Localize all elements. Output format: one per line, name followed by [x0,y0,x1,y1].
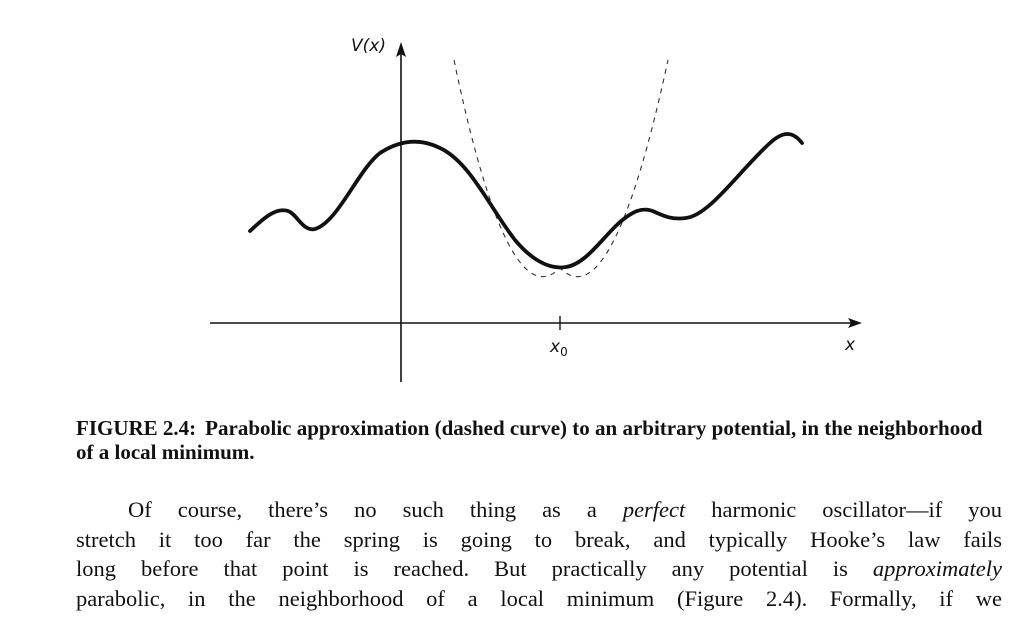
caption-label: FIGURE 2.4: [76,416,197,440]
figure-caption: FIGURE 2.4: Parabolic approximation (dash… [76,416,1000,464]
x-axis-arrow [848,318,862,328]
parabolic-approximation-curve [453,59,669,278]
potential-figure: V(x) x x0 [210,36,862,382]
x0-label-subscript: 0 [560,345,568,359]
potential-curve [248,132,804,270]
x0-label: x0 [549,337,568,359]
body-line-3-start: long before that point is reached. But p… [76,556,873,581]
x-axis-label: x [844,335,856,355]
emphasis-approximately: approximately [872,556,1002,581]
body-line-1: Of course, there’s no such thing as a pe… [76,495,1002,525]
body-line-4: parabolic, in the neighborhood of a loca… [76,585,1002,611]
caption-text: Parabolic approximation (dashed curve) t… [76,416,983,464]
body-line-2: stretch it too far the spring is going t… [76,526,1002,552]
body-line-1-start: Of course, there’s no such thing as a [128,497,623,522]
body-paragraph: Of course, there’s no such thing as a pe… [76,495,1002,613]
body-line-1-end: harmonic oscillator—if you [685,497,1002,522]
emphasis-perfect: perfect [622,497,686,522]
y-axis-label: V(x) [351,36,386,56]
x0-label-main: x [549,337,561,357]
y-axis-arrow [396,42,406,57]
body-line-3: long before that point is reached. But p… [76,554,1002,584]
